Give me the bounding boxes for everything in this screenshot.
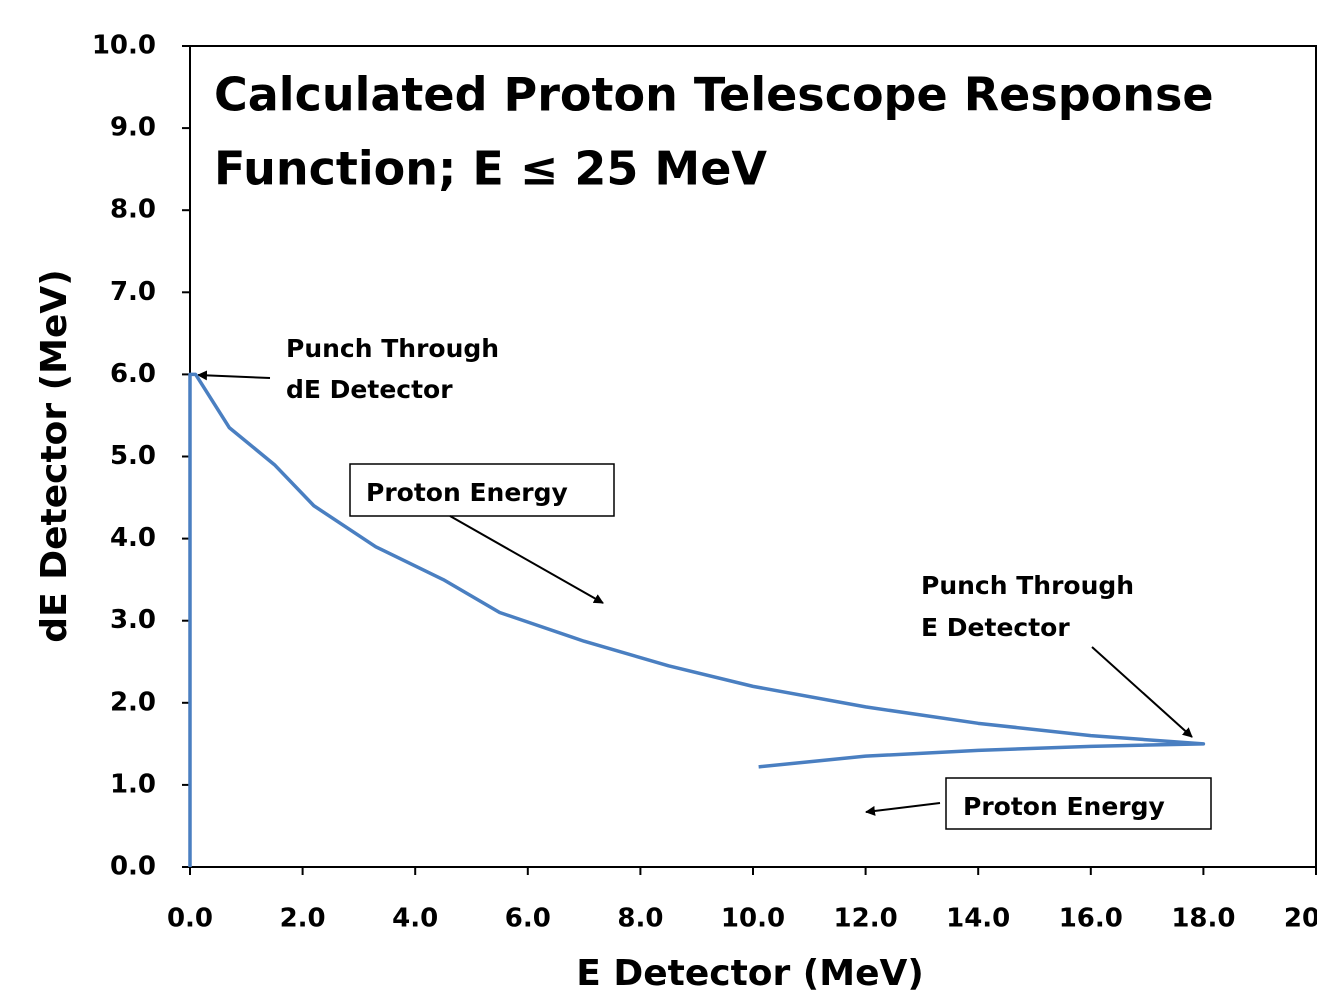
x-tick-label: 8.0 (617, 904, 663, 934)
x-tick-label: 12.0 (834, 904, 898, 934)
y-tick-label: 5.0 (110, 441, 156, 471)
y-tick-label: 3.0 (110, 605, 156, 635)
y-tick-label: 4.0 (110, 523, 156, 553)
x-tick-label: 10.0 (721, 904, 785, 934)
y-tick-label: 2.0 (110, 687, 156, 717)
annotation: E Detector (921, 613, 1070, 642)
y-axis-label: dE Detector (MeV) (34, 269, 75, 642)
x-tick-label: 6.0 (505, 904, 551, 934)
y-tick-label: 9.0 (110, 113, 156, 143)
annotation: dE Detector (286, 375, 453, 404)
annotation: Punch Through (286, 334, 499, 363)
annotation-box (945, 777, 1212, 830)
x-tick-label: 20.0 (1284, 904, 1317, 934)
y-tick-label: 0.0 (110, 852, 156, 882)
y-tick-label: 6.0 (110, 359, 156, 389)
y-tick-label: 7.0 (110, 277, 156, 307)
arrow (1091, 646, 1193, 738)
x-tick-label: 0.0 (167, 904, 213, 934)
x-tick-label: 14.0 (946, 904, 1010, 934)
chart-title: Calculated Proton Telescope Response (214, 68, 1214, 122)
arrow (449, 515, 604, 604)
arrow (865, 802, 941, 816)
annotation: Proton Energy (366, 478, 568, 507)
y-tick-label: 10.0 (92, 31, 156, 61)
x-tick-label: 4.0 (392, 904, 438, 934)
y-tick-label: 1.0 (110, 769, 156, 799)
x-tick-label: 2.0 (280, 904, 326, 934)
annotation: Punch Through (921, 571, 1134, 600)
x-tick-label: 16.0 (1059, 904, 1123, 934)
annotation-box (349, 463, 615, 517)
data-line (188, 372, 1206, 867)
arrow (197, 370, 271, 381)
x-axis-label: E Detector (MeV) (576, 953, 924, 994)
annotation: Proton Energy (963, 792, 1165, 821)
y-tick-label: 8.0 (110, 195, 156, 225)
chart-title: Function; E ≤ 25 MeV (214, 142, 767, 196)
x-tick-label: 18.0 (1171, 904, 1235, 934)
